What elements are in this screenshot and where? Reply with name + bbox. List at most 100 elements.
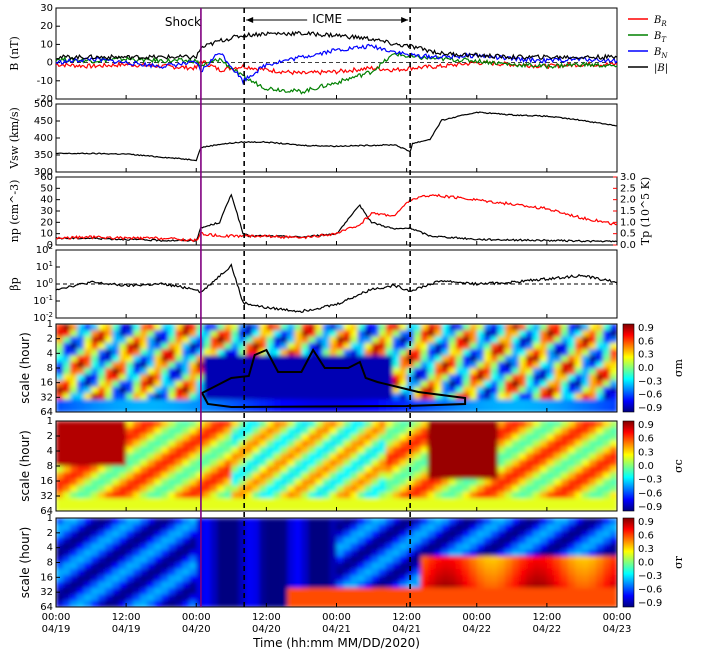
spectrogram-cell [84,587,92,595]
spectrogram-cell [308,575,317,583]
spectrogram-cell [238,518,246,525]
spectrogram-cell [357,336,366,344]
spectrogram-cell [546,386,555,394]
y-tick-label: 1 [47,416,53,427]
spectrogram-cell [476,498,485,506]
spectrogram-cell [112,453,120,461]
spectrogram-cell [161,581,169,589]
spectrogram-cell [546,600,555,607]
spectrogram-cell [518,380,527,388]
spectrogram-cell [392,498,401,506]
spectrogram-cell [609,556,617,564]
spectrogram-cell [308,386,317,394]
spectrogram-cell [322,393,331,401]
spectrogram-cell [308,568,317,576]
spectrogram-cell [105,562,113,570]
spectrogram-cell [448,324,457,331]
spectrogram-cell [63,504,71,511]
spectrogram-cell [518,374,527,382]
spectrogram-cell [532,380,541,388]
spectrogram-cell [280,421,289,429]
spectrogram-cell [434,600,443,607]
spectrogram-cell [364,453,373,461]
spectrogram-cell [504,440,513,448]
spectrogram-cell [203,380,211,388]
spectrogram-cell [567,600,576,607]
spectrogram-cell [280,556,289,564]
spectrogram-cell [427,324,436,331]
spectrogram-cell [525,581,534,589]
spectrogram-cell [427,581,436,589]
spectrogram-cell [105,491,113,499]
spectrogram-cell [98,433,106,441]
spectrogram-cell [518,324,527,331]
spectrogram-cell [350,530,359,538]
spectrogram-cell [511,543,520,551]
spectrogram-cell [210,427,218,435]
spectrogram-cell [518,405,527,412]
spectrogram-cell [84,600,92,607]
spectrogram-cell [364,562,373,570]
spectrogram-cell [70,380,78,388]
spectrogram-cell [161,459,169,467]
spectrogram-cell [217,472,225,480]
spectrogram-cell [476,530,485,538]
spectrogram-cell [56,498,64,506]
spectrogram-cell [455,459,464,467]
icme-label: ICME [312,12,342,26]
spectrogram-cell [539,374,548,382]
spectrogram-cell [217,466,225,474]
spectrogram-cell [483,518,492,525]
spectrogram-cell [280,537,289,545]
spectrogram-cell [350,498,359,506]
spectrogram-cell [567,587,576,595]
spectrogram-cell [511,374,520,382]
spectrogram-cell [147,472,155,480]
spectrogram-cell [224,543,232,551]
spectrogram-cell [511,380,520,388]
spectrogram-cell [245,543,253,551]
spectrogram-cell [434,405,443,412]
spectrogram-cell [490,386,499,394]
spectrogram-cell [119,433,127,441]
spectrogram-cell [77,472,85,480]
spectrogram-cell [469,459,478,467]
spectrogram-cell [140,324,148,331]
spectrogram-cell [245,518,253,525]
spectrogram-cell [476,393,485,401]
spectrogram-cell [266,568,274,576]
spectrogram-cell [56,543,64,551]
spectrogram-cell [231,562,239,570]
spectrogram-cell [504,556,513,564]
spectrogram-cell [280,433,289,441]
spectrogram-cell [455,380,464,388]
spectrogram-cell [504,405,513,412]
spectrogram-cell [560,386,569,394]
spectrogram-cell [441,336,450,344]
spectrogram-cell [539,368,548,375]
y-tick-label: 4 [47,348,53,359]
spectrogram-cell [553,498,562,506]
spectrogram-cell [84,349,92,357]
spectrogram-cell [154,518,162,525]
spectrogram-cell [518,440,527,448]
spectrogram-cell [147,386,155,394]
spectrogram-cell [609,478,617,486]
spectrogram-cell [196,568,204,576]
spectrogram-cell [84,518,92,525]
spectrogram-cell [462,421,471,429]
spectrogram-cell [602,405,611,412]
spectrogram-cell [567,537,576,545]
spectrogram-cell [126,568,134,576]
spectrogram-cell [231,543,239,551]
spectrogram-cell [567,530,576,538]
spectrogram-cell [553,581,562,589]
spectrogram-cell [413,524,422,532]
spectrogram-cell [273,581,281,589]
spectrogram-cell [322,421,331,429]
spectrogram-cell [504,374,513,382]
spectrogram-cell [490,549,499,557]
spectrogram-cell [483,399,492,407]
spectrogram-cell [553,380,562,388]
spectrogram-cell [140,478,148,486]
